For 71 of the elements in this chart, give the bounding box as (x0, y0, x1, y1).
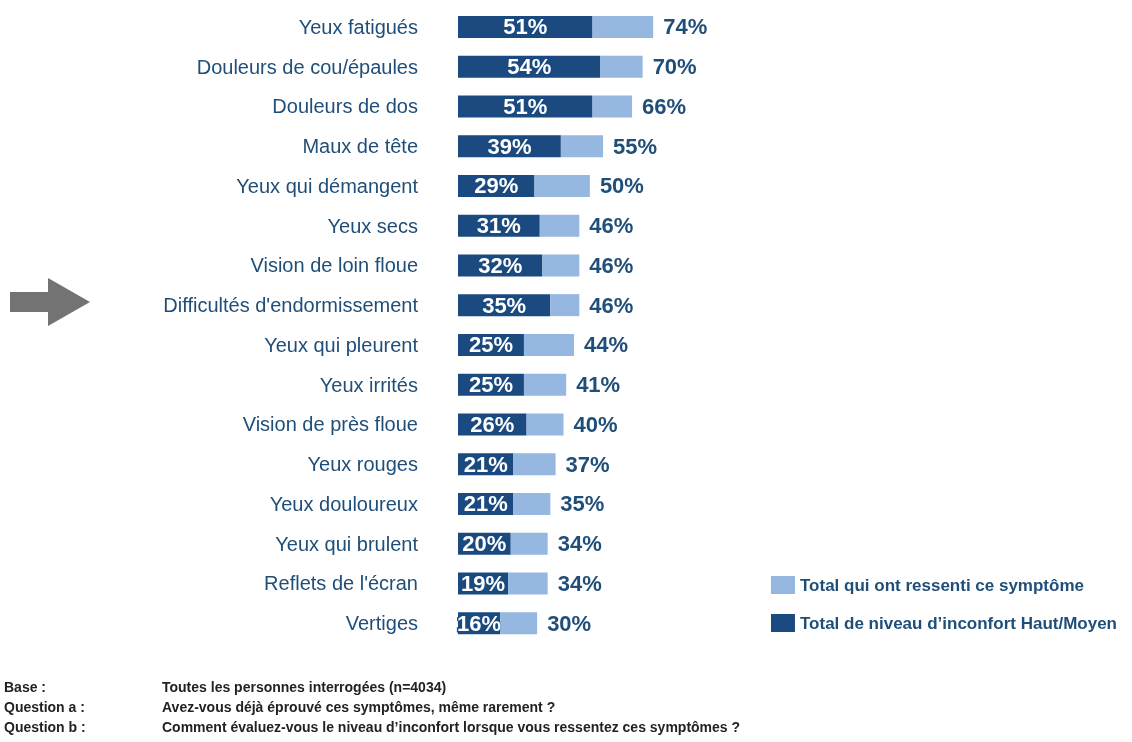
y-tick-label: Maux de tête (302, 135, 418, 158)
y-tick-label: Vertiges (345, 612, 418, 635)
y-tick-label: Vision de loin floue (250, 254, 418, 277)
total-label: 34% (557, 570, 602, 596)
total-label: 46% (589, 213, 634, 239)
text: Question b : (4, 718, 87, 737)
total-label: 70% (652, 54, 697, 80)
data-label: 21% (463, 451, 508, 477)
bar (526, 413, 564, 436)
data-label: 25% (468, 332, 513, 358)
data-label: 39% (487, 133, 532, 159)
y-tick-label: Yeux qui pleurent (264, 333, 419, 356)
data-label: 51% (503, 14, 548, 40)
total-label: 50% (599, 173, 644, 199)
text: Comment évaluez-vous le niveau d’inconfort lorsque vous ressentez ces symptômes ? (162, 718, 741, 737)
total-label: 66% (642, 93, 687, 119)
data-label: 20% (462, 531, 507, 557)
data-label: 54% (507, 54, 552, 80)
total-label: 46% (589, 252, 634, 278)
bar (500, 612, 538, 635)
total-label: 35% (560, 491, 605, 517)
y-tick-label: Yeux douloureux (269, 492, 418, 515)
y-tick-label: Difficultés d'endormissement (163, 294, 419, 317)
text: Avez-vous déjà éprouvé ces symptômes, même rarement ? (162, 698, 556, 717)
total-label: 44% (584, 332, 629, 358)
data-label: 32% (478, 252, 523, 278)
total-label: 30% (547, 610, 592, 636)
bar (550, 294, 580, 317)
bar (513, 453, 556, 476)
bar (510, 532, 548, 555)
data-label: 35% (482, 292, 527, 318)
text: Base : (4, 678, 48, 697)
bar (539, 214, 580, 237)
legend-label: Total qui ont ressenti ce symptôme (799, 575, 1084, 595)
total-label: 37% (565, 451, 610, 477)
bar (513, 492, 551, 515)
y-tick-label: Yeux fatigués (298, 15, 418, 38)
y-tick-label: Yeux rouges (307, 453, 418, 476)
data-label: 21% (463, 491, 508, 517)
text: Toutes les personnes interrogées (n=4034) (162, 678, 447, 697)
y-tick-label: Yeux qui brulent (275, 532, 419, 555)
data-label: 29% (474, 173, 519, 199)
y-tick-label: Vision de près floue (242, 413, 418, 436)
bar (592, 15, 654, 38)
y-tick-label: Douleurs de cou/épaules (196, 55, 418, 78)
y-tick-label: Yeux secs (327, 214, 418, 237)
bar (560, 135, 604, 158)
y-tick-label: Yeux qui démangent (236, 174, 419, 197)
total-label: 55% (613, 133, 658, 159)
total-label: 46% (589, 292, 634, 318)
data-label: 19% (461, 570, 506, 596)
total-label: 34% (557, 531, 602, 557)
y-tick-label: Douleurs de dos (272, 95, 418, 118)
bar (508, 572, 548, 595)
total-label: 40% (573, 411, 618, 437)
text: Question a : (4, 698, 86, 717)
bar (600, 55, 643, 78)
legend-label: Total de niveau d’inconfort Haut/Moyen (799, 613, 1118, 633)
bar (523, 373, 567, 396)
data-label: 25% (468, 372, 513, 398)
bar (534, 174, 590, 197)
data-label: 26% (470, 411, 515, 437)
bar (592, 95, 633, 118)
data-label: 51% (503, 93, 548, 119)
bar (542, 254, 580, 277)
y-tick-label: Yeux irrités (319, 373, 418, 396)
total-label: 74% (663, 14, 708, 40)
bar (523, 333, 575, 356)
total-label: 41% (576, 372, 621, 398)
y-tick-label: Reflets de l'écran (264, 572, 418, 595)
data-label: 31% (476, 213, 521, 239)
